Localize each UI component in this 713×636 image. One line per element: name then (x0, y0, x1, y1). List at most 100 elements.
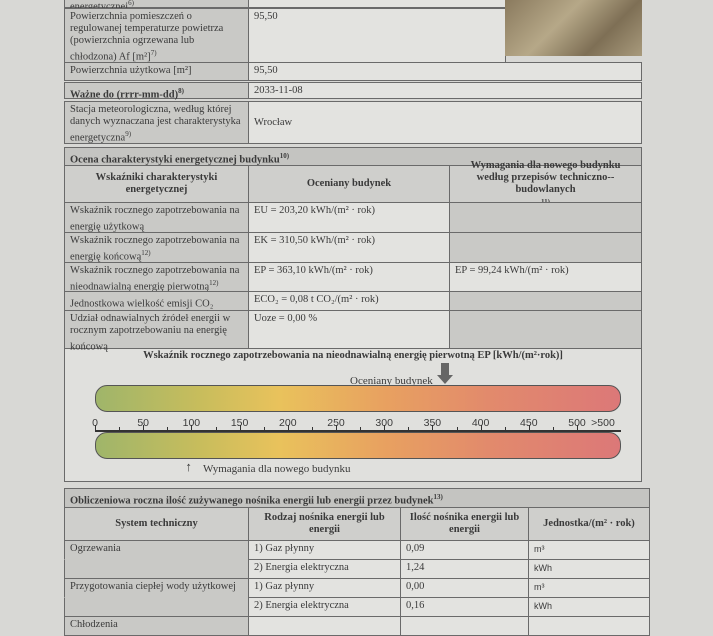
carriers-title-text: Obliczeniowa roczna ilość zużywanego noś… (70, 495, 434, 507)
indicator-label: Jednostkowa wielkość emisji CO₂ (64, 291, 249, 311)
major-tick (384, 425, 386, 431)
weather-station-label: Stacja meteorologiczna, według której da… (64, 101, 249, 144)
major-tick (432, 425, 434, 431)
minor-tick (552, 427, 554, 431)
footnote: 6) (128, 0, 134, 7)
unit-cell (528, 616, 650, 636)
valid-until-value: 2033-11-08 (248, 82, 642, 99)
footnote: 9) (125, 130, 132, 138)
system-cell: Przygotowania ciepłej wody użytkowej (64, 578, 249, 598)
tick-label: 0 (92, 417, 98, 429)
indicator-label-text: Wskaźnik rocznego zapotrzebowania na ene… (70, 205, 240, 233)
valid-until-label: Ważne do (rrrr-mm-dd)8) (64, 82, 249, 101)
assessed-scale-bar (95, 385, 621, 412)
carrier-cell (248, 616, 401, 636)
tick-label: 50 (137, 417, 150, 429)
unit-cell: kWh (528, 597, 650, 617)
minor-tick (119, 427, 121, 431)
indicator-label-text: Wskaźnik rocznego zapotrzebowania na nie… (70, 265, 240, 293)
valid-until-label-text: Ważne do (rrrr-mm-dd) (70, 89, 179, 101)
heated-area-label: Powierzchnia pomieszczeń o regulowanej t… (64, 8, 249, 63)
indicator-label: Udział odnawialnych źródeł energii w roc… (64, 310, 249, 353)
tick-label: 300 (375, 417, 393, 429)
tick-label: 150 (230, 417, 249, 429)
requirement-value (449, 291, 642, 311)
unit-cell: kWh (528, 559, 650, 579)
building-photo (505, 0, 642, 56)
tick-label: 450 (520, 417, 538, 429)
minor-tick (360, 427, 362, 431)
indicator-label-text: Wskaźnik rocznego zapotrzebowania na ene… (70, 235, 240, 263)
minor-tick (311, 427, 313, 431)
weather-station-value: Wrocław (248, 101, 642, 144)
header-requirements: Wymagania dla nowego budynku według prze… (449, 160, 642, 206)
minor-tick (215, 427, 217, 431)
system-cell: Ogrzewania (64, 540, 249, 560)
carrier-cell: 1) Gaz płynny (248, 540, 401, 560)
indicator-label-text: Udział odnawialnych źródeł energii w roc… (70, 313, 231, 353)
requirement-value: EP = 99,24 kWh/(m² · rok) (449, 262, 642, 292)
assessed-value: EP = 363,10 kWh/(m² · rok) (248, 262, 450, 292)
footnote: 12) (209, 279, 219, 287)
major-tick (528, 425, 530, 431)
tick-label: 500 (568, 417, 586, 429)
gauge-title: Wskaźnik rocznego zapotrzebowania na nie… (143, 350, 563, 361)
row0-label: energetycznej6) (64, 0, 249, 13)
amount-cell: 0,16 (400, 597, 529, 617)
requirement-value (449, 310, 642, 349)
major-tick (143, 425, 145, 431)
unit-cell: m³ (528, 540, 650, 560)
heated-area-label-text: Powierzchnia pomieszczeń o regulowanej t… (70, 11, 224, 63)
indicator-label: Wskaźnik rocznego zapotrzebowania na nie… (64, 262, 249, 293)
assessment-title-text: Ocena charakterystyki energetycznej budy… (70, 154, 280, 166)
minor-tick (263, 427, 265, 431)
header-indicators: Wskaźniki charakterystyki energetycznej (64, 165, 249, 203)
assessed-value: EU = 203,20 kWh/(m² · rok) (248, 202, 450, 233)
usable-area-value: 95,50 (248, 62, 642, 81)
unit-cell: m³ (528, 578, 650, 598)
header-assessed: Oceniany budynek (248, 165, 450, 203)
system-cell: Chłodzenia (64, 616, 249, 636)
tick-label: 200 (279, 417, 297, 429)
header-requirements-text: Wymagania dla nowego budynku według prze… (470, 160, 621, 195)
indicator-label-text: Jednostkowa wielkość emisji CO₂ (70, 298, 214, 310)
amount-cell (400, 616, 529, 636)
requirement-value (449, 202, 642, 233)
tick-label: 100 (182, 417, 201, 429)
major-tick (336, 425, 337, 431)
header-carrier: Rodzaj nośnika energii lub energii (248, 507, 401, 541)
requirement-marker-label: Wymagania dla nowego budynku (203, 463, 351, 475)
requirement-arrow-icon: ↑ (185, 459, 192, 474)
carrier-cell: 1) Gaz płynny (248, 578, 401, 598)
footnote: 10) (279, 152, 290, 160)
major-tick (577, 425, 578, 431)
footnote: 8) (178, 87, 184, 95)
carriers-title: Obliczeniowa roczna ilość zużywanego noś… (64, 488, 650, 508)
usable-area-label: Powierzchnia użytkowa [m²] (64, 62, 249, 81)
assessed-value: ECO₂ = 0,08 t CO₂/(m² · rok) (248, 291, 450, 311)
minor-tick (167, 427, 169, 431)
amount-cell: 0,00 (400, 578, 529, 598)
minor-tick (504, 427, 506, 431)
requirement-scale-bar (95, 432, 621, 459)
tick-label: >500 (591, 417, 615, 429)
major-tick (191, 425, 193, 431)
footnote: 7) (150, 49, 157, 57)
scale-axis (95, 430, 621, 432)
indicator-label: Wskaźnik rocznego zapotrzebowania na ene… (64, 202, 249, 233)
assessed-marker-label: Oceniany budynek (350, 375, 433, 387)
amount-cell: 1,24 (400, 559, 529, 579)
tick-label: 350 (423, 417, 442, 429)
system-cell (64, 559, 249, 579)
tick-label: 400 (471, 417, 490, 429)
requirement-value (449, 232, 642, 263)
minor-tick (456, 427, 458, 431)
carrier-cell: 2) Energia elektryczna (248, 559, 401, 579)
major-tick (239, 425, 241, 431)
system-cell (64, 597, 249, 617)
row0-value (248, 0, 506, 8)
major-tick (287, 425, 289, 431)
header-system: System techniczny (64, 507, 249, 541)
footnote: 12) (141, 249, 151, 257)
header-amount: Ilość nośnika energii lub energii (400, 507, 529, 541)
